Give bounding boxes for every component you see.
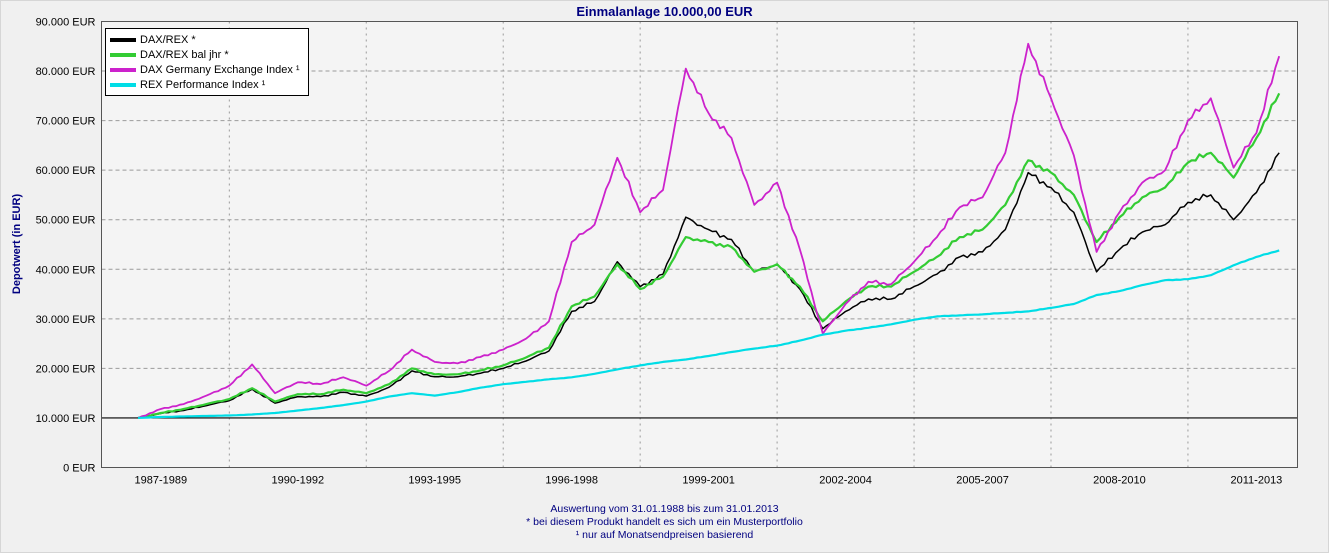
x-tick-label: 1990-1992 (271, 475, 324, 487)
legend-swatch-icon (110, 67, 136, 72)
x-tick-label: 1999-2001 (682, 475, 735, 487)
y-tick-label: 60.000 EUR (36, 165, 96, 177)
y-tick-label: 40.000 EUR (36, 264, 96, 276)
x-tick-label: 2011-2013 (1231, 475, 1283, 487)
legend-item-4: REX Performance Index ¹ (110, 77, 300, 92)
series-line-4 (137, 249, 1280, 419)
x-tick-label: 2008-2010 (1093, 475, 1146, 487)
legend-box: DAX/REX * DAX/REX bal jhr * DAX Germany Ex… (105, 28, 309, 96)
legend-label: REX Performance Index ¹ (140, 78, 266, 91)
y-tick-label: 10.000 EUR (36, 413, 96, 425)
series-line-2 (137, 92, 1281, 419)
series-line-1 (137, 152, 1280, 419)
legend-swatch-icon (110, 37, 136, 42)
footer-line-note-monthend: ¹ nur auf Monatsendpreisen basierend (575, 529, 754, 541)
legend-label: DAX/REX bal jhr * (140, 48, 229, 61)
x-tick-label: 1987-1989 (135, 475, 188, 487)
legend-item-1: DAX/REX * (110, 32, 300, 47)
x-tick-label: 1993-1995 (408, 475, 461, 487)
legend-label: DAX Germany Exchange Index ¹ (140, 63, 300, 76)
plot-border (101, 21, 1298, 468)
legend-swatch-icon (110, 82, 136, 87)
x-tick-label: 2005-2007 (956, 475, 1009, 487)
footer-line-note-asterisk: * bei diesem Produkt handelt es sich um … (526, 516, 803, 528)
page-title: Einmalanlage 10.000,00 EUR (576, 4, 753, 19)
y-tick-label: 90.000 EUR (36, 17, 96, 29)
x-tick-label: 2002-2004 (819, 475, 872, 487)
y-tick-label: 30.000 EUR (36, 314, 96, 326)
y-tick-label: 20.000 EUR (36, 363, 96, 375)
y-tick-label: 50.000 EUR (36, 215, 96, 227)
legend-label: DAX/REX * (140, 33, 196, 46)
y-tick-label: 0 EUR (63, 463, 95, 475)
legend-item-3: DAX Germany Exchange Index ¹ (110, 62, 300, 77)
legend-swatch-icon (110, 52, 136, 57)
x-tick-label: 1996-1998 (545, 475, 598, 487)
y-tick-label: 70.000 EUR (36, 116, 96, 128)
series-line-3 (137, 42, 1281, 419)
y-tick-label: 80.000 EUR (36, 66, 96, 78)
legend-item-2: DAX/REX bal jhr * (110, 47, 300, 62)
footer-line-evaluation: Auswertung vom 31.01.1988 bis zum 31.01.… (550, 503, 779, 515)
chart-footer: Auswertung vom 31.01.1988 bis zum 31.01.… (1, 503, 1328, 542)
